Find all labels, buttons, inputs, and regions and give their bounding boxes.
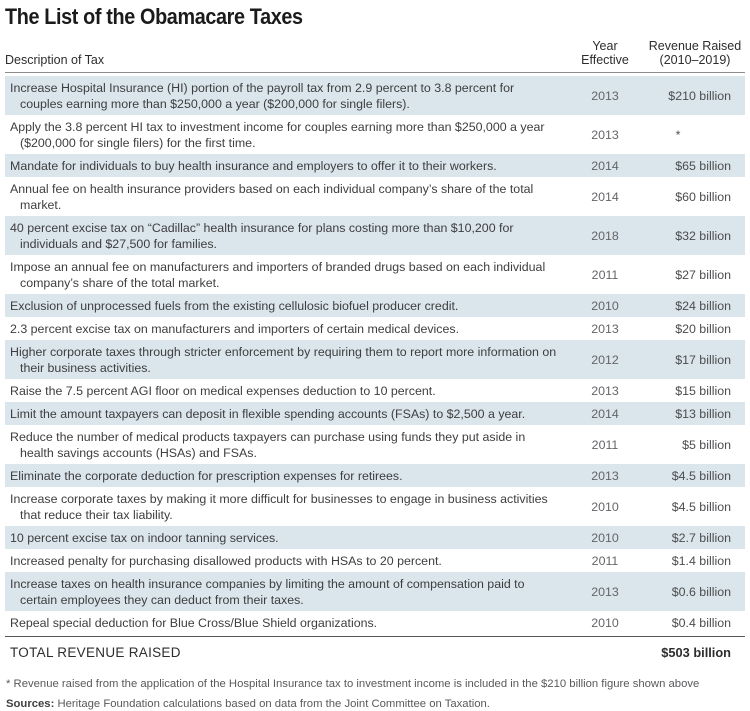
revenue-raised-cell: $2.7 billion: [671, 530, 731, 545]
column-header-year-effective: Year Effective: [581, 39, 629, 67]
year-effective-cell: 2011: [591, 553, 619, 568]
table-row: Increased penalty for purchasing disallo…: [5, 549, 745, 572]
table-row: Limit the amount taxpayers can deposit i…: [5, 402, 745, 425]
revenue-raised-cell: $13 billion: [675, 406, 731, 421]
year-effective-cell: 2011: [591, 437, 619, 452]
table-row: Higher corporate taxes through stricter …: [5, 340, 745, 379]
revenue-raised-cell: $60 billion: [675, 189, 731, 204]
tax-description-cell: 2.3 percent excise tax on manufacturers …: [10, 321, 460, 336]
tax-description-cell: Limit the amount taxpayers can deposit i…: [10, 406, 526, 421]
tax-description-cell: 40 percent excise tax on “Cadillac” heal…: [10, 220, 514, 251]
revenue-raised-cell: $0.4 billion: [671, 615, 731, 630]
revenue-raised-cell: $20 billion: [675, 321, 731, 336]
table-row: Increase taxes on health insurance compa…: [5, 572, 745, 611]
year-effective-cell: 2010: [591, 615, 619, 630]
revenue-raised-cell: $0.6 billion: [671, 584, 731, 599]
page-title: The List of the Obamacare Taxes: [5, 4, 303, 29]
tax-description-cell: Repeal special deduction for Blue Cross/…: [10, 615, 378, 630]
table-row: 10 percent excise tax on indoor tanning …: [5, 526, 745, 549]
tax-description-cell: Increase corporate taxes by making it mo…: [10, 491, 548, 522]
tax-description-cell: Impose an annual fee on manufacturers an…: [10, 259, 546, 290]
year-effective-cell: 2013: [591, 127, 619, 142]
tax-description-cell: Higher corporate taxes through stricter …: [10, 344, 557, 375]
table-header-row: Description of Tax Year Effective Revenu…: [5, 30, 745, 73]
total-label: TOTAL REVENUE RAISED: [10, 645, 181, 660]
column-header-description: Description of Tax: [5, 53, 105, 67]
year-effective-cell: 2014: [591, 406, 619, 421]
tax-description-cell: Apply the 3.8 percent HI tax to investme…: [10, 119, 545, 150]
table-row: Exclusion of unprocessed fuels from the …: [5, 294, 745, 317]
tax-description-cell: Mandate for individuals to buy health in…: [10, 158, 497, 173]
total-value: $503 billion: [661, 645, 731, 660]
year-effective-cell: 2010: [591, 530, 619, 545]
sources-line: Sources: Heritage Foundation calculation…: [6, 697, 745, 711]
table-row: Eliminate the corporate deduction for pr…: [5, 464, 745, 487]
year-effective-cell: 2014: [591, 158, 619, 173]
sources-text: Heritage Foundation calculations based o…: [54, 698, 490, 710]
revenue-raised-cell: $27 billion: [675, 267, 731, 282]
revenue-raised-cell: $17 billion: [675, 352, 731, 367]
revenue-raised-cell: $1.4 billion: [671, 553, 731, 568]
revenue-raised-cell: $5 billion: [682, 437, 731, 452]
table-body: Increase Hospital Insurance (HI) portion…: [5, 76, 745, 634]
revenue-raised-cell: $65 billion: [675, 158, 731, 173]
table-row: Mandate for individuals to buy health in…: [5, 154, 745, 177]
total-row: TOTAL REVENUE RAISED $503 billion: [5, 636, 745, 667]
revenue-raised-cell: $32 billion: [675, 228, 731, 243]
tax-description-cell: Increased penalty for purchasing disallo…: [10, 553, 442, 568]
tax-description-cell: Reduce the number of medical products ta…: [10, 429, 526, 460]
table-row: Reduce the number of medical products ta…: [5, 425, 745, 464]
tax-description-cell: Exclusion of unprocessed fuels from the …: [10, 298, 459, 313]
revenue-raised-cell: $4.5 billion: [671, 499, 731, 514]
table-row: Apply the 3.8 percent HI tax to investme…: [5, 115, 745, 154]
year-effective-cell: 2012: [591, 352, 619, 367]
table-row: Repeal special deduction for Blue Cross/…: [5, 611, 745, 634]
year-effective-cell: 2013: [591, 468, 619, 483]
tax-description-cell: 10 percent excise tax on indoor tanning …: [10, 530, 279, 545]
table-row: 40 percent excise tax on “Cadillac” heal…: [5, 216, 745, 255]
table-row: Increase Hospital Insurance (HI) portion…: [5, 76, 745, 115]
year-effective-cell: 2014: [591, 189, 619, 204]
footnotes: * Revenue raised from the application of…: [5, 677, 745, 711]
year-effective-cell: 2011: [591, 267, 619, 282]
tax-description-cell: Increase Hospital Insurance (HI) portion…: [10, 80, 515, 111]
year-effective-cell: 2013: [591, 383, 619, 398]
year-effective-cell: 2010: [591, 499, 619, 514]
table-row: Annual fee on health insurance providers…: [5, 177, 745, 216]
revenue-raised-cell: $4.5 billion: [671, 468, 731, 483]
tax-description-cell: Annual fee on health insurance providers…: [10, 181, 534, 212]
table-row: Raise the 7.5 percent AGI floor on medic…: [5, 379, 745, 402]
tax-description-cell: Raise the 7.5 percent AGI floor on medic…: [10, 383, 436, 398]
revenue-raised-cell: $24 billion: [675, 298, 731, 313]
tax-description-cell: Increase taxes on health insurance compa…: [10, 576, 525, 607]
year-effective-cell: 2013: [591, 88, 619, 103]
revenue-raised-cell: $15 billion: [675, 383, 731, 398]
year-effective-cell: 2018: [591, 228, 619, 243]
year-effective-cell: 2010: [591, 298, 619, 313]
table-row: Increase corporate taxes by making it mo…: [5, 487, 745, 526]
year-effective-cell: 2013: [591, 584, 619, 599]
table-row: Impose an annual fee on manufacturers an…: [5, 255, 745, 294]
table-row: 2.3 percent excise tax on manufacturers …: [5, 317, 745, 340]
sources-label: Sources:: [6, 698, 55, 710]
revenue-raised-cell: *: [675, 127, 681, 142]
tax-description-cell: Eliminate the corporate deduction for pr…: [10, 468, 403, 483]
column-header-revenue-raised: Revenue Raised (2010–2019): [648, 39, 742, 67]
revenue-raised-cell: $210 billion: [668, 88, 731, 103]
year-effective-cell: 2013: [591, 321, 619, 336]
asterisk-footnote: * Revenue raised from the application of…: [6, 678, 700, 690]
